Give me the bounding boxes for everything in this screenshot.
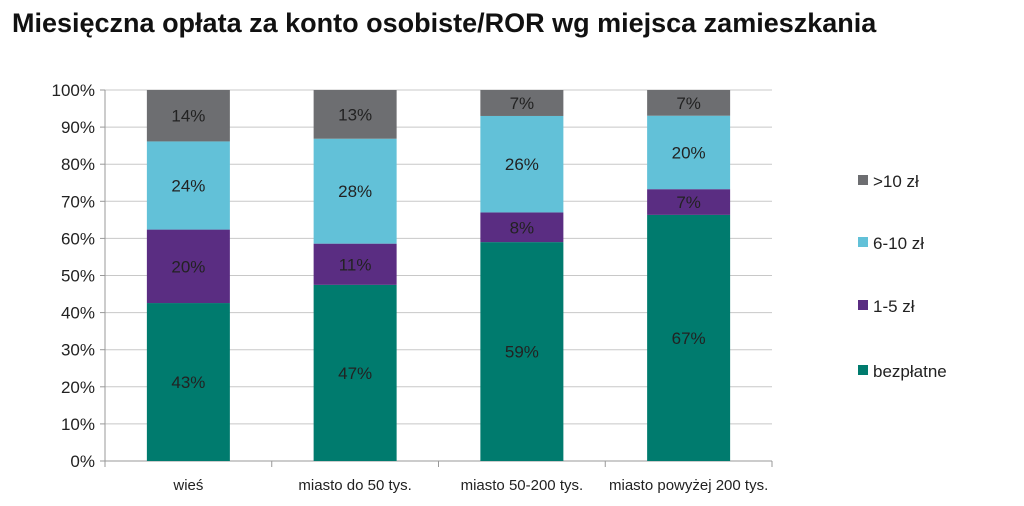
data-label: 47% [338, 364, 372, 383]
x-tick-label: miasto powyżej 200 tys. [609, 477, 768, 494]
y-tick-label: 100% [52, 81, 95, 100]
legend-swatch [858, 237, 868, 247]
bar-segment [146, 303, 230, 461]
bar-segment [313, 90, 397, 139]
bar-segment [647, 90, 731, 116]
bar-segment [480, 212, 564, 243]
y-tick-label: 90% [61, 118, 95, 137]
y-tick-label: 70% [61, 192, 95, 211]
data-label: 13% [338, 105, 372, 124]
legend-swatch [858, 300, 868, 310]
legend-swatch [858, 175, 868, 185]
legend-label: 6-10 zł [873, 234, 924, 253]
y-tick-label: 80% [61, 155, 95, 174]
x-tick-label: wieś [172, 477, 203, 494]
data-label: 20% [171, 257, 205, 276]
y-tick-label: 60% [61, 229, 95, 248]
data-label: 26% [505, 155, 539, 174]
data-label: 20% [672, 143, 706, 162]
bar-segment [146, 229, 230, 304]
legend-swatch [858, 365, 868, 375]
data-label: 67% [672, 329, 706, 348]
bar-segment [480, 115, 564, 213]
legend-label: 1-5 zł [873, 297, 915, 316]
y-tick-label: 30% [61, 341, 95, 360]
data-label: 7% [510, 94, 535, 113]
y-tick-label: 50% [61, 267, 95, 286]
y-tick-label: 40% [61, 304, 95, 323]
data-label: 43% [171, 373, 205, 392]
data-label: 14% [171, 107, 205, 126]
bar-segment [647, 115, 731, 190]
bar-segment [480, 90, 564, 116]
bar-segment [480, 242, 564, 461]
y-tick-label: 20% [61, 378, 95, 397]
bar-segment [313, 243, 397, 285]
data-label: 7% [676, 193, 701, 212]
data-label: 28% [338, 182, 372, 201]
data-label: 8% [510, 218, 535, 237]
y-tick-label: 0% [70, 452, 95, 471]
data-label: 24% [171, 177, 205, 196]
bar-segment [647, 189, 731, 215]
x-tick-label: miasto 50-200 tys. [461, 477, 584, 494]
bar-segment [313, 138, 397, 244]
chart-title: Miesięczna opłata za konto osobiste/ROR … [12, 8, 877, 38]
legend-label: bezpłatne [873, 362, 947, 381]
data-label: 59% [505, 343, 539, 362]
data-label: 7% [676, 94, 701, 113]
data-label: 11% [339, 255, 372, 274]
x-tick-label: miasto do 50 tys. [298, 477, 411, 494]
legend-label: >10 zł [873, 172, 919, 191]
bar-segment [146, 141, 230, 230]
bar-segment [647, 214, 731, 461]
bar-segment [313, 284, 397, 461]
bar-segment [146, 90, 230, 142]
y-tick-label: 10% [61, 415, 95, 434]
